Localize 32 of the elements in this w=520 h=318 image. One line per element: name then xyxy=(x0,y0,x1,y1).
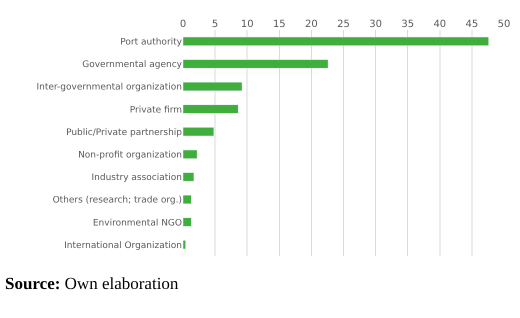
y-tick-label: Governmental agency xyxy=(82,60,183,70)
bar xyxy=(183,218,192,227)
x-tick-label: 45 xyxy=(466,19,478,30)
y-tick-label: Private firm xyxy=(130,105,182,116)
x-tick-label: 35 xyxy=(401,19,414,30)
y-tick-label: Others (research; trade org.) xyxy=(52,196,182,206)
x-tick-label: 40 xyxy=(433,19,446,30)
y-tick-label: International Organization xyxy=(64,240,182,251)
x-tick-label: 25 xyxy=(337,19,350,30)
bar xyxy=(183,172,194,182)
y-tick-label: Inter-governmental organization xyxy=(36,82,182,93)
source-note: Source: Own elaboration xyxy=(5,274,179,293)
x-tick-label: 10 xyxy=(240,19,254,30)
y-tick-label: Port authority xyxy=(120,37,183,48)
y-tick-label: Non-profit organization xyxy=(78,150,182,160)
x-tick-label: 15 xyxy=(272,19,286,30)
x-tick-label: 30 xyxy=(369,19,382,30)
bar xyxy=(183,240,186,250)
x-tick-label: 50 xyxy=(498,19,510,30)
x-tick-label: 0 xyxy=(180,19,186,30)
x-tick-label: 20 xyxy=(305,19,318,30)
bar xyxy=(183,194,192,204)
bar xyxy=(183,150,198,159)
bar xyxy=(183,104,238,114)
x-tick-label: 5 xyxy=(212,19,218,30)
y-tick-label: Industry association xyxy=(92,173,182,184)
bar xyxy=(183,82,242,92)
bar xyxy=(183,36,489,46)
bar xyxy=(183,127,214,136)
y-tick-label: Public/Private partnership xyxy=(66,128,182,138)
bar xyxy=(183,59,328,68)
y-tick-label: Environmental NGO xyxy=(92,218,182,228)
